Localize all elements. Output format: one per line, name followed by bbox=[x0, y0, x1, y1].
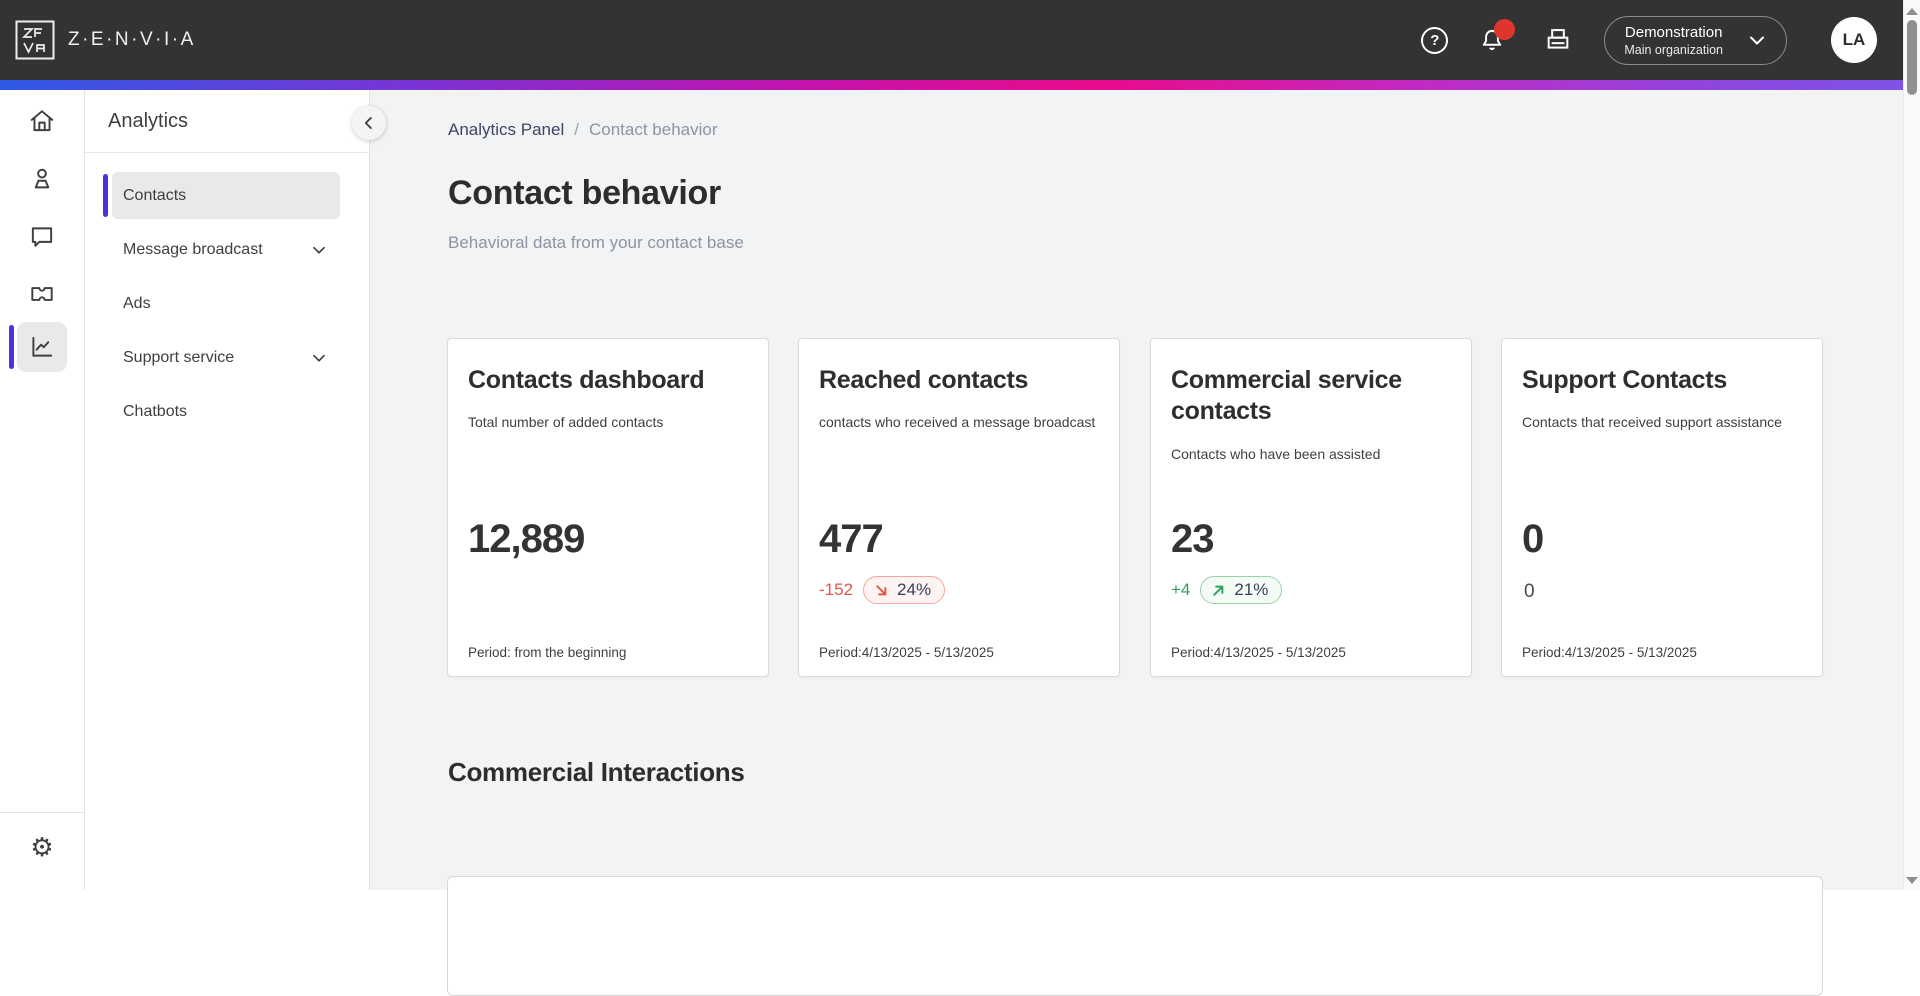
icon-rail: ⚙ bbox=[0, 90, 85, 890]
sidebar-item-chatbots[interactable]: Chatbots bbox=[112, 388, 340, 435]
card-reached-contacts: Reached contacts contacts who received a… bbox=[798, 338, 1120, 677]
chat-bubble-icon[interactable] bbox=[0, 223, 84, 251]
chevron-down-icon bbox=[313, 354, 325, 362]
sidebar-item-support-service[interactable]: Support service bbox=[112, 334, 340, 381]
delta-value: 0 bbox=[1524, 581, 1535, 602]
sidebar-title: Analytics bbox=[108, 110, 189, 132]
card-title: Support Contacts bbox=[1522, 366, 1727, 394]
card-description: Total number of added contacts bbox=[468, 414, 664, 431]
sidebar-item-label: Message broadcast bbox=[123, 240, 263, 258]
sidebar-item-label: Contacts bbox=[123, 186, 187, 204]
collapse-sidebar-button[interactable] bbox=[352, 106, 386, 140]
card-title: Reached contacts bbox=[819, 366, 1029, 394]
sidebar-item-contacts[interactable]: Contacts bbox=[103, 172, 340, 219]
organization-subtitle: Main organization bbox=[1624, 42, 1723, 57]
sidebar-item-ads[interactable]: Ads bbox=[112, 280, 340, 327]
card-description: Contacts who have been assisted bbox=[1171, 445, 1381, 462]
card-description: contacts who received a message broadcas… bbox=[819, 414, 1096, 431]
ticket-icon[interactable] bbox=[0, 280, 84, 308]
delta-percent: 21% bbox=[1234, 580, 1269, 599]
sidebar-divider bbox=[85, 152, 370, 153]
card-period: Period:4/13/2025 - 5/13/2025 bbox=[819, 645, 994, 660]
arrow-down-right-icon bbox=[876, 584, 887, 595]
organization-name: Demonstration bbox=[1624, 23, 1723, 41]
sidebar-item-label: Support service bbox=[123, 348, 235, 366]
rail-active-indicator bbox=[9, 325, 14, 369]
card-period: Period:4/13/2025 - 5/13/2025 bbox=[1171, 645, 1346, 660]
organization-selector[interactable]: Demonstration Main organization bbox=[1604, 15, 1787, 65]
card-value: 0 bbox=[1522, 517, 1544, 561]
card-period: Period: from the beginning bbox=[468, 645, 627, 660]
card-support-contacts: Support Contacts Contacts that received … bbox=[1501, 338, 1823, 677]
card-commercial-service-contacts: Commercial service contacts Contacts who… bbox=[1150, 338, 1472, 677]
card-period: Period:4/13/2025 - 5/13/2025 bbox=[1522, 645, 1697, 660]
main-content: Analytics Panel / Contact behavior Conta… bbox=[370, 90, 1903, 996]
page-subtitle: Behavioral data from your contact base bbox=[448, 233, 744, 252]
scroll-down-arrow[interactable] bbox=[1906, 877, 1918, 884]
breadcrumb-separator: / bbox=[574, 120, 579, 139]
arrow-up-right-icon bbox=[1213, 585, 1224, 596]
trend-badge-down: 24% bbox=[863, 576, 946, 604]
sidebar-item-label: Chatbots bbox=[123, 402, 188, 420]
notification-dot bbox=[1494, 19, 1516, 40]
trend-badge-up: 21% bbox=[1200, 576, 1283, 604]
settings-gear-icon[interactable]: ⚙ bbox=[30, 832, 54, 862]
printer-icon[interactable] bbox=[1544, 26, 1572, 54]
analytics-chart-icon[interactable] bbox=[17, 322, 67, 372]
card-title: Commercial service contacts bbox=[1171, 366, 1402, 426]
breadcrumb-current: Contact behavior bbox=[588, 120, 718, 139]
user-avatar[interactable]: LA bbox=[1831, 17, 1877, 63]
zenvia-logo-icon[interactable] bbox=[15, 20, 55, 60]
breadcrumb: Analytics Panel / Contact behavior bbox=[448, 120, 718, 140]
sidebar-item-message-broadcast[interactable]: Message broadcast bbox=[112, 226, 340, 273]
card-value: 12,889 bbox=[468, 517, 585, 561]
page-title: Contact behavior bbox=[448, 174, 721, 212]
brand-wordmark: Z·E·N·V·I·A bbox=[68, 29, 196, 50]
chevron-left-icon bbox=[364, 117, 372, 129]
scroll-up-arrow[interactable] bbox=[1906, 8, 1918, 15]
rail-divider bbox=[0, 812, 84, 813]
sidebar-item-label: Ads bbox=[123, 294, 151, 312]
delta-value: -152 bbox=[819, 580, 854, 599]
card-value: 23 bbox=[1171, 517, 1214, 561]
scrollbar-thumb[interactable] bbox=[1907, 20, 1917, 95]
home-icon[interactable] bbox=[0, 107, 84, 135]
card-delta: +4 21% bbox=[1171, 576, 1283, 604]
chevron-down-icon bbox=[313, 246, 325, 254]
top-header: Z·E·N·V·I·A ? Demonstration Main organiz… bbox=[0, 0, 1903, 80]
card-delta: -152 24% bbox=[819, 576, 946, 604]
contacts-person-icon[interactable] bbox=[0, 165, 84, 193]
notifications-bell-icon[interactable] bbox=[1478, 19, 1516, 54]
card-value: 477 bbox=[819, 517, 884, 561]
delta-value: +4 bbox=[1171, 580, 1191, 599]
brand-gradient-bar bbox=[0, 80, 1903, 90]
commercial-interactions-card bbox=[447, 876, 1823, 996]
delta-percent: 24% bbox=[897, 580, 932, 599]
card-description: Contacts that received support assistanc… bbox=[1522, 414, 1782, 431]
card-contacts-dashboard: Contacts dashboard Total number of added… bbox=[447, 338, 769, 677]
chevron-down-icon bbox=[1750, 36, 1764, 45]
vertical-scrollbar[interactable] bbox=[1903, 0, 1920, 890]
help-icon[interactable]: ? bbox=[1421, 26, 1449, 54]
card-title: Contacts dashboard bbox=[468, 366, 705, 394]
active-indicator bbox=[103, 174, 108, 217]
analytics-sidebar: Analytics Contacts Message broadcast Ads… bbox=[85, 90, 386, 890]
section-title-commercial-interactions: Commercial Interactions bbox=[448, 757, 745, 787]
breadcrumb-analytics-panel[interactable]: Analytics Panel bbox=[448, 120, 565, 139]
